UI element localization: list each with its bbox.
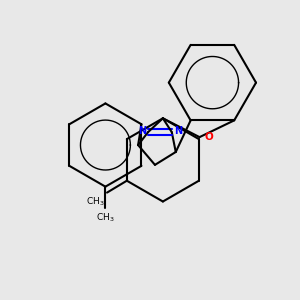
Text: CH$_3$: CH$_3$ <box>96 212 115 224</box>
Text: CH$_3$: CH$_3$ <box>86 196 105 208</box>
Text: O: O <box>205 132 213 142</box>
Text: N: N <box>138 126 146 136</box>
Text: N: N <box>174 126 182 136</box>
